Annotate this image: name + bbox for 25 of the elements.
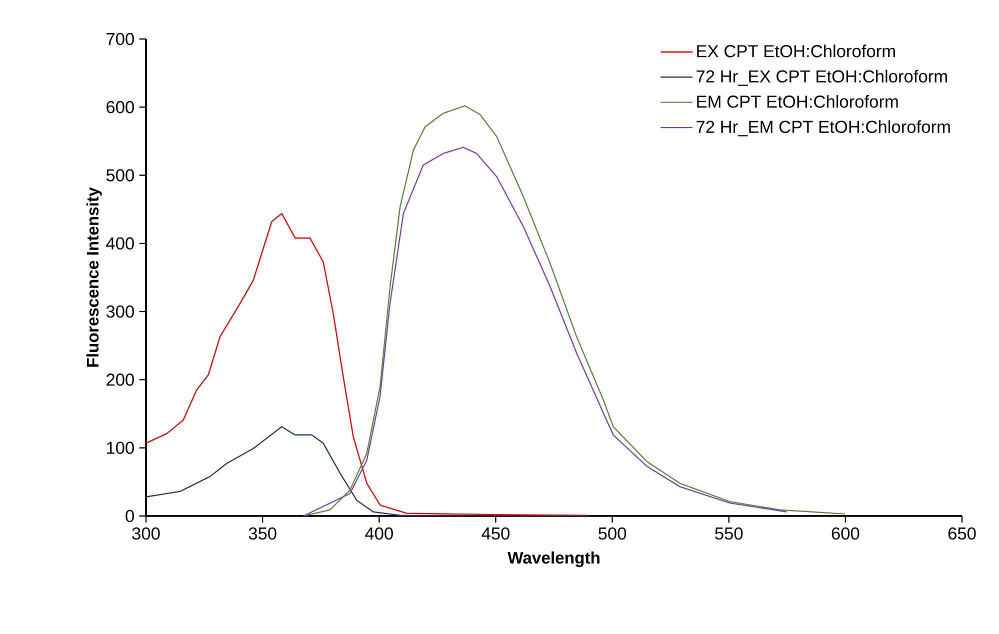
x-axis-title: Wavelength: [508, 551, 600, 568]
x-tick-label: 600: [832, 527, 860, 540]
x-tick-label: 550: [715, 527, 743, 540]
x-tick-label: 450: [482, 527, 510, 540]
y-axis-title: Fluorescence Intensity: [86, 187, 102, 367]
legend-label: 72 Hr_EM CPT EtOH:Chloroform: [696, 120, 950, 136]
x-tick-label: 500: [598, 527, 626, 540]
x-tick-label: 350: [248, 527, 276, 540]
y-tick-label: 0: [126, 510, 134, 522]
x-tick-label: 400: [365, 527, 393, 540]
line-series: [302, 146, 788, 516]
y-tick-label: 400: [106, 237, 134, 250]
y-tick-label: 500: [106, 169, 134, 182]
line-series: [146, 212, 589, 516]
legend-label: EM CPT EtOH:Chloroform: [697, 95, 898, 108]
legend-label: EX CPT EtOH:Chloroform: [697, 44, 895, 58]
y-tick-label: 100: [107, 442, 134, 454]
legend-label: 72 Hr_EX CPT EtOH:Chloroform: [696, 70, 947, 86]
x-tick-label: 650: [948, 527, 976, 540]
y-tick-label: 200: [106, 374, 134, 386]
y-tick-label: 600: [106, 100, 134, 114]
line-series: [146, 426, 589, 516]
y-tick-label: 300: [106, 305, 134, 318]
y-tick-label: 700: [106, 32, 134, 46]
x-tick-label: 300: [132, 527, 160, 540]
